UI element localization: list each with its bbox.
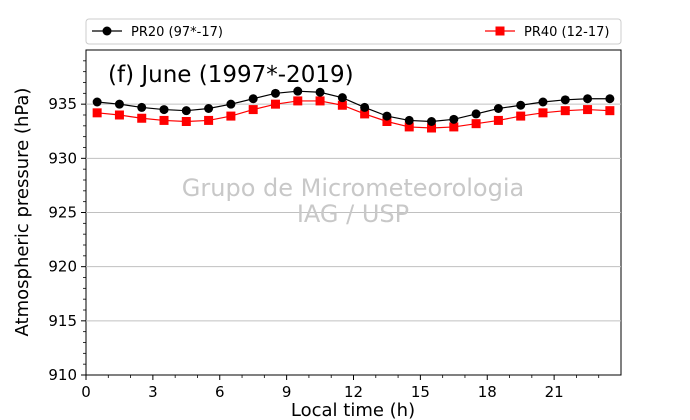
y-tick-label: 930 <box>48 149 77 167</box>
data-point-pr20 <box>270 88 280 98</box>
data-point-pr40 <box>404 122 414 132</box>
chart-title: (f) June (1997*-2019) <box>108 62 354 88</box>
y-tick-label: 920 <box>48 258 77 276</box>
axis-ticks: 910 915 920 925 930 935 0 3 6 9 12 15 18 21 <box>48 60 600 401</box>
data-point-pr20 <box>471 109 481 119</box>
data-point-pr40 <box>270 99 280 109</box>
data-point-pr40 <box>560 106 570 116</box>
data-point-pr20 <box>516 100 526 110</box>
data-point-pr20 <box>315 87 325 97</box>
data-point-pr40 <box>92 108 102 118</box>
data-point-pr20 <box>248 94 258 104</box>
y-axis-label: Atmospheric pressure (hPa) <box>12 88 33 337</box>
legend-label-pr20: PR20 (97*-17) <box>131 25 223 40</box>
data-point-pr20 <box>382 111 392 121</box>
data-point-pr20 <box>293 86 303 96</box>
x-tick-label: 6 <box>215 383 225 401</box>
data-point-pr40 <box>315 96 325 106</box>
data-point-pr40 <box>516 111 526 121</box>
y-tick-label: 935 <box>48 95 77 113</box>
data-point-pr40 <box>605 106 615 116</box>
data-point-pr20 <box>92 97 102 107</box>
x-tick-label: 9 <box>282 383 292 401</box>
data-point-pr40 <box>449 122 459 132</box>
data-point-pr20 <box>159 105 169 115</box>
data-point-pr20 <box>360 102 370 112</box>
data-point-pr40 <box>493 115 503 125</box>
data-point-pr40 <box>293 96 303 106</box>
x-tick-label: 3 <box>148 383 158 401</box>
data-point-pr40 <box>137 113 147 123</box>
x-tick-label: 0 <box>81 383 91 401</box>
data-point-pr40 <box>337 100 347 110</box>
x-axis-label: Local time (h) <box>291 400 415 420</box>
data-point-pr20 <box>337 93 347 103</box>
data-point-pr40 <box>360 109 370 119</box>
data-point-pr40 <box>204 115 214 125</box>
legend-marker-pr20 <box>102 26 112 36</box>
data-point-pr40 <box>382 117 392 126</box>
data-point-pr40 <box>248 105 258 115</box>
x-tick-label: 18 <box>478 383 497 401</box>
x-tick-label: 21 <box>545 383 564 401</box>
data-point-pr40 <box>114 110 124 120</box>
y-tick-label: 925 <box>48 204 77 222</box>
data-point-pr20 <box>204 104 214 113</box>
data-point-pr20 <box>560 95 570 105</box>
watermark-line-1: Grupo de Micrometeorologia <box>182 174 524 202</box>
data-point-pr40 <box>471 119 481 129</box>
data-point-pr20 <box>493 104 503 113</box>
watermark-line-2: IAG / USP <box>297 200 409 228</box>
data-point-pr40 <box>159 115 169 125</box>
data-point-pr40 <box>226 111 236 121</box>
data-point-pr20 <box>404 115 414 125</box>
data-point-pr40 <box>181 117 191 126</box>
data-point-pr20 <box>449 114 459 124</box>
data-point-pr20 <box>538 97 548 107</box>
x-tick-label: 12 <box>344 383 363 401</box>
data-point-pr20 <box>137 102 147 112</box>
data-point-pr20 <box>605 94 615 104</box>
y-tick-label: 915 <box>48 312 77 330</box>
legend: PR20 (97*-17) PR40 (12-17) <box>85 18 622 45</box>
y-tick-label: 910 <box>48 366 77 384</box>
data-point-pr40 <box>583 105 593 115</box>
data-point-pr40 <box>427 123 437 133</box>
data-point-pr20 <box>114 99 124 109</box>
data-point-pr40 <box>538 108 548 118</box>
x-tick-label: 15 <box>411 383 430 401</box>
legend-marker-pr40 <box>495 26 505 36</box>
data-point-pr20 <box>427 117 437 126</box>
data-point-pr20 <box>583 94 593 104</box>
data-point-pr20 <box>226 99 236 109</box>
data-point-pr20 <box>181 106 191 116</box>
series-layer <box>92 86 615 133</box>
legend-label-pr40: PR40 (12-17) <box>524 25 609 40</box>
legend-box <box>85 18 622 45</box>
